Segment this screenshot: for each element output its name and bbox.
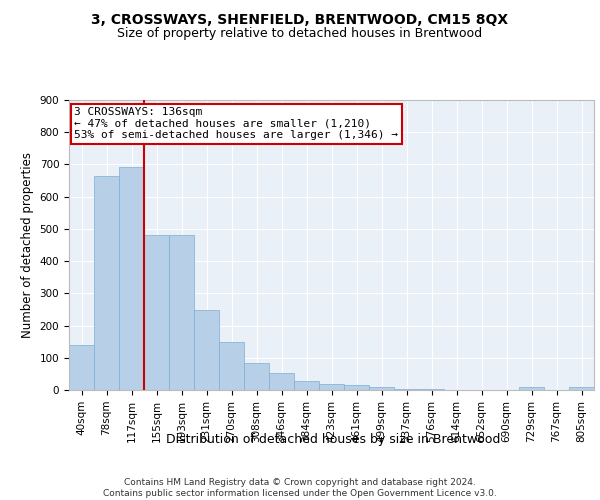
- Bar: [169, 236, 194, 390]
- Bar: [569, 388, 594, 390]
- Y-axis label: Number of detached properties: Number of detached properties: [21, 152, 34, 338]
- Bar: [244, 364, 269, 390]
- Bar: [69, 345, 94, 390]
- Bar: [144, 236, 169, 390]
- Text: Size of property relative to detached houses in Brentwood: Size of property relative to detached ho…: [118, 28, 482, 40]
- Text: 3 CROSSWAYS: 136sqm
← 47% of detached houses are smaller (1,210)
53% of semi-det: 3 CROSSWAYS: 136sqm ← 47% of detached ho…: [74, 108, 398, 140]
- Text: Distribution of detached houses by size in Brentwood: Distribution of detached houses by size …: [166, 432, 500, 446]
- Text: Contains HM Land Registry data © Crown copyright and database right 2024.
Contai: Contains HM Land Registry data © Crown c…: [103, 478, 497, 498]
- Bar: [519, 388, 544, 390]
- Bar: [194, 310, 219, 390]
- Bar: [394, 388, 419, 390]
- Bar: [344, 386, 369, 390]
- Bar: [219, 342, 244, 390]
- Bar: [94, 176, 119, 390]
- Bar: [294, 382, 319, 390]
- Bar: [269, 373, 294, 390]
- Bar: [119, 166, 144, 390]
- Bar: [369, 387, 394, 390]
- Bar: [319, 384, 344, 390]
- Text: 3, CROSSWAYS, SHENFIELD, BRENTWOOD, CM15 8QX: 3, CROSSWAYS, SHENFIELD, BRENTWOOD, CM15…: [91, 12, 509, 26]
